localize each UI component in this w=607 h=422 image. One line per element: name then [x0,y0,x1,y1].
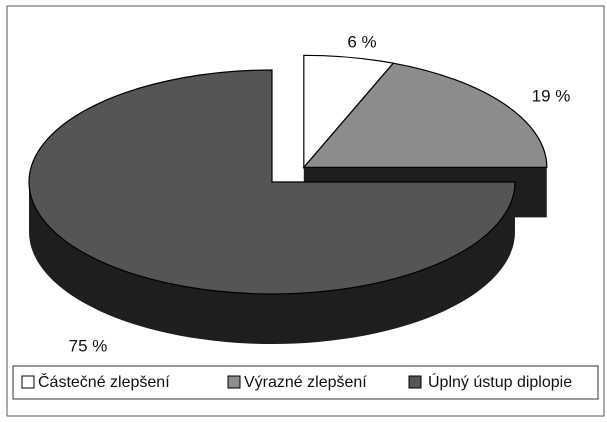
slice [28,69,516,295]
legend-label: Částečné zlepšení [38,372,170,391]
legend-swatch [227,375,241,389]
data-label: 75 % [69,336,108,355]
legend-box [12,365,599,400]
data-label: 6 % [347,32,376,51]
slice [302,62,548,168]
legend-swatch [21,375,35,389]
legend-swatch [408,375,422,389]
data-label: 19 % [532,86,571,105]
legend-label: Výrazné zlepšení [244,374,367,391]
legend-label: Úplný ústup diplopie [428,372,572,391]
